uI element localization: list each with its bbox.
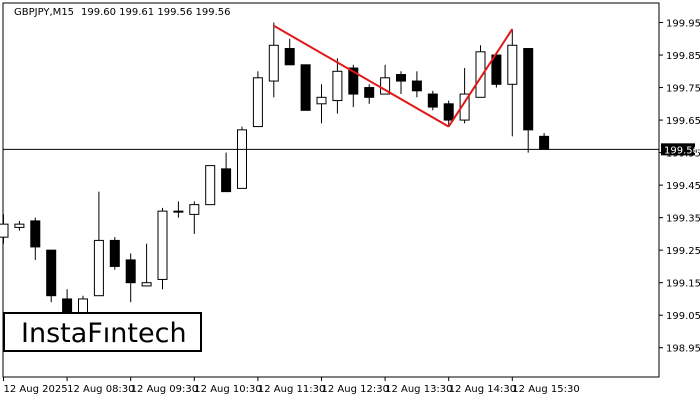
bearish-candle-body: [109, 239, 120, 267]
candle: [125, 253, 136, 303]
bullish-candle-body: [237, 129, 247, 189]
bearish-candle-body: [364, 87, 375, 98]
current-price-label: 199.56: [664, 145, 699, 156]
candle: [475, 45, 486, 98]
bullish-candle-body: [316, 96, 327, 105]
brand-logo-text: InstaFıntech: [21, 318, 187, 349]
candle: [411, 71, 422, 98]
candle: [141, 243, 152, 287]
bullish-candle-body: [332, 70, 343, 102]
price-tick-label: 199.75: [666, 84, 700, 95]
plot-area-frame: [2, 2, 660, 378]
candle: [237, 126, 247, 189]
candle: [252, 71, 263, 128]
candle: [109, 237, 120, 270]
bullish-candle-body: [205, 165, 216, 206]
bullish-candle-body: [189, 204, 200, 215]
time-tick-label: 12 Aug 12:30: [322, 384, 389, 395]
price-tick-label: 199.65: [666, 116, 700, 127]
price-tick-label: 198.95: [666, 344, 700, 355]
candle: [173, 201, 184, 218]
bullish-candle-body: [14, 223, 25, 228]
bearish-candle-body: [284, 48, 295, 66]
time-tick-label: 12 Aug 13:30: [385, 384, 452, 395]
bullish-candle-body: [0, 223, 9, 238]
bullish-candle-body: [93, 239, 104, 297]
bearish-candle-body: [300, 64, 311, 111]
candle: [30, 217, 41, 260]
candle: [459, 68, 470, 124]
bearish-candle-body: [443, 103, 454, 121]
candle: [46, 249, 57, 303]
pattern-line: [273, 24, 450, 128]
candle: [14, 220, 25, 231]
bullish-candle-body: [157, 210, 168, 280]
bullish-candle-body: [459, 93, 470, 121]
price-tick-label: 199.15: [666, 279, 700, 290]
bearish-candle-body: [523, 48, 534, 131]
time-tick-label: 12 Aug 15:30: [512, 384, 579, 395]
time-tick-label: 12 Aug 2025: [4, 384, 68, 395]
candle: [364, 84, 375, 104]
candle: [523, 48, 534, 153]
bullish-candle-body: [141, 282, 152, 287]
double-top-pattern: [273, 24, 514, 128]
price-tick-label: 199.35: [666, 214, 700, 225]
bearish-candle-body: [411, 80, 422, 92]
candle: [93, 191, 104, 297]
candle: [332, 58, 343, 114]
time-tick-label: 12 Aug 11:30: [258, 384, 325, 395]
candle: [507, 29, 518, 137]
time-tick-label: 12 Aug 10:30: [194, 384, 261, 395]
price-tick-label: 199.25: [666, 246, 700, 257]
candle: [316, 84, 327, 124]
bullish-candle-body: [475, 51, 486, 98]
candle: [300, 64, 311, 111]
candle: [189, 201, 200, 234]
price-tick-label: 199.85: [666, 51, 700, 62]
ohlc-values: 199.60 199.61 199.56 199.56: [81, 7, 231, 18]
candle: [284, 38, 295, 66]
candle: [205, 165, 216, 206]
bearish-candle-body: [427, 93, 438, 108]
price-axis: 199.95199.85199.75199.65199.55199.45199.…: [659, 19, 700, 355]
brand-logo: InstaFıntech: [3, 312, 202, 352]
candle: [157, 207, 168, 290]
candle: [427, 90, 438, 111]
candles: [0, 22, 550, 335]
price-tick-label: 199.05: [666, 311, 700, 322]
bullish-candle-body: [173, 210, 184, 213]
bearish-candle-body: [46, 249, 57, 297]
current-price-tag: 199.56: [661, 143, 699, 156]
candle: [0, 214, 9, 244]
bullish-candle-body: [507, 44, 518, 85]
bearish-candle-body: [221, 168, 232, 193]
candle: [396, 71, 406, 95]
bullish-candle-body: [268, 44, 279, 82]
bullish-candle-body: [380, 77, 391, 95]
pattern-line: [447, 28, 514, 128]
time-tick-label: 12 Aug 09:30: [131, 384, 198, 395]
bullish-candle-body: [252, 77, 263, 128]
candle: [268, 22, 279, 98]
candle: [539, 133, 550, 150]
bearish-candle-body: [348, 67, 359, 95]
symbol-label: GBPJPY,M15: [14, 7, 74, 18]
time-tick-label: 12 Aug 08:30: [67, 384, 134, 395]
bearish-candle-body: [125, 259, 136, 284]
time-tick-label: 12 Aug 14:30: [449, 384, 516, 395]
bearish-candle-body: [396, 74, 406, 82]
price-tick-label: 199.95: [666, 19, 700, 30]
candle: [443, 100, 454, 127]
bearish-candle-body: [30, 220, 41, 248]
price-tick-label: 199.45: [666, 181, 700, 192]
candle: [221, 152, 232, 193]
bearish-candle-body: [539, 135, 550, 150]
